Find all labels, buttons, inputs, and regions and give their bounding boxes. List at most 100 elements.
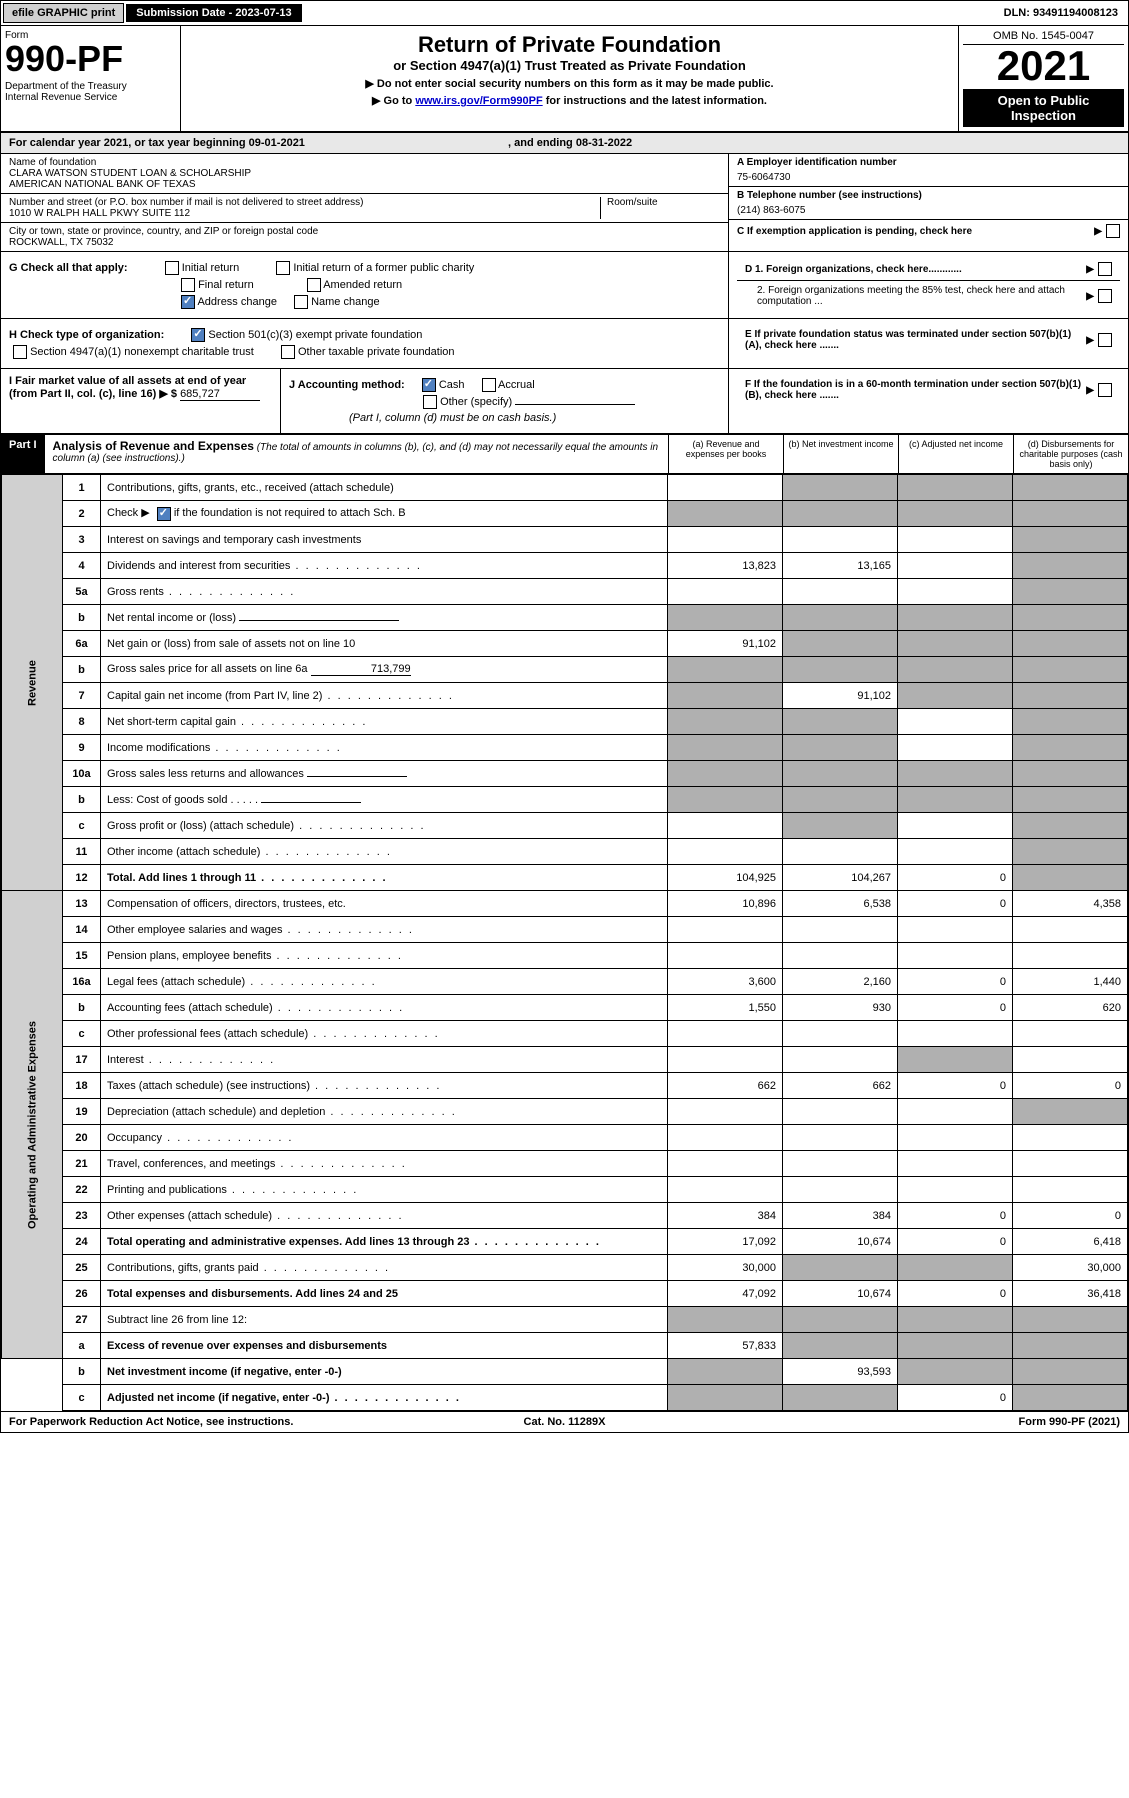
checkbox-e[interactable] <box>1098 333 1112 347</box>
instr2-post: for instructions and the latest informat… <box>543 95 767 107</box>
checkbox-d2[interactable] <box>1098 289 1112 303</box>
val-26d: 36,418 <box>1013 1281 1128 1307</box>
val-1d <box>1013 475 1128 501</box>
val-27aa: 57,833 <box>668 1333 783 1359</box>
checkbox-initial[interactable] <box>165 261 179 275</box>
table-row: 22Printing and publications <box>2 1177 1128 1203</box>
val <box>1013 527 1128 553</box>
val <box>668 527 783 553</box>
checkbox-initial-former[interactable] <box>276 261 290 275</box>
room-label: Room/suite <box>600 197 720 219</box>
checkbox-c[interactable] <box>1106 224 1120 238</box>
val-1b <box>783 475 898 501</box>
checkbox-f[interactable] <box>1098 383 1112 397</box>
table-row: aExcess of revenue over expenses and dis… <box>2 1333 1128 1359</box>
val-12c: 0 <box>898 865 1013 891</box>
val <box>783 839 898 865</box>
val-24a: 17,092 <box>668 1229 783 1255</box>
line-num: 4 <box>63 553 101 579</box>
line-num: 6a <box>63 631 101 657</box>
line-num: 11 <box>63 839 101 865</box>
open-public: Open to Public Inspection <box>963 89 1124 127</box>
line-num: b <box>63 995 101 1021</box>
checkbox-other-method[interactable] <box>423 395 437 409</box>
val-16bd: 620 <box>1013 995 1128 1021</box>
table-row: 19Depreciation (attach schedule) and dep… <box>2 1099 1128 1125</box>
val <box>783 1047 898 1073</box>
val <box>1013 787 1128 813</box>
checkbox-final[interactable] <box>181 278 195 292</box>
instr-1: ▶ Do not enter social security numbers o… <box>187 77 952 90</box>
e-label: E If private foundation status was termi… <box>745 329 1086 351</box>
efile-print-button[interactable]: efile GRAPHIC print <box>3 3 124 23</box>
checkbox-schb[interactable] <box>157 507 171 521</box>
l6b-pre: Gross sales price for all assets on line… <box>107 663 308 675</box>
year-pre: For calendar year 2021, or tax year begi… <box>9 137 249 149</box>
header-center: Return of Private Foundation or Section … <box>181 26 958 131</box>
checkbox-501c3[interactable] <box>191 328 205 342</box>
val <box>668 683 783 709</box>
val-26a: 47,092 <box>668 1281 783 1307</box>
checkbox-address-change[interactable] <box>181 295 195 309</box>
val <box>783 1177 898 1203</box>
line-22: Printing and publications <box>101 1177 668 1203</box>
checkbox-d1[interactable] <box>1098 262 1112 276</box>
line-25: Contributions, gifts, grants paid <box>101 1255 668 1281</box>
val <box>668 1047 783 1073</box>
val-13a: 10,896 <box>668 891 783 917</box>
val-24c: 0 <box>898 1229 1013 1255</box>
val <box>1013 839 1128 865</box>
form-link[interactable]: www.irs.gov/Form990PF <box>415 95 542 107</box>
check-section-ij: I Fair market value of all assets at end… <box>1 369 1128 433</box>
line-num: 23 <box>63 1203 101 1229</box>
j-center: J Accounting method: Cash Accrual Other … <box>281 369 728 433</box>
val <box>898 1125 1013 1151</box>
name-label: Name of foundation <box>9 157 720 168</box>
checkbox-cash[interactable] <box>422 378 436 392</box>
val <box>668 761 783 787</box>
col-a-head: (a) Revenue and expenses per books <box>668 435 783 473</box>
table-row: 12Total. Add lines 1 through 11104,92510… <box>2 865 1128 891</box>
checkbox-name-change[interactable] <box>294 295 308 309</box>
checkbox-other-taxable[interactable] <box>281 345 295 359</box>
table-row: bLess: Cost of goods sold . . . . . <box>2 787 1128 813</box>
addr-label: Number and street (or P.O. box number if… <box>9 197 600 208</box>
val <box>1013 1177 1128 1203</box>
line-num: 17 <box>63 1047 101 1073</box>
checkbox-accrual[interactable] <box>482 378 496 392</box>
table-row: 17Interest <box>2 1047 1128 1073</box>
line-19: Depreciation (attach schedule) and deple… <box>101 1099 668 1125</box>
val <box>668 1099 783 1125</box>
val-13c: 0 <box>898 891 1013 917</box>
val <box>1013 813 1128 839</box>
val <box>1013 1021 1128 1047</box>
foundation-name: CLARA WATSON STUDENT LOAN & SCHOLARSHIP … <box>9 168 720 190</box>
val <box>1013 1125 1128 1151</box>
line-4: Dividends and interest from securities <box>101 553 668 579</box>
calendar-year-line: For calendar year 2021, or tax year begi… <box>1 133 1128 154</box>
line-16b: Accounting fees (attach schedule) <box>101 995 668 1021</box>
table-row: Operating and Administrative Expenses 13… <box>2 891 1128 917</box>
line-num: 24 <box>63 1229 101 1255</box>
val-18d: 0 <box>1013 1073 1128 1099</box>
line-num: 2 <box>63 501 101 527</box>
part1-label: Part I <box>1 435 45 473</box>
line-9: Income modifications <box>101 735 668 761</box>
l10b-blank <box>261 802 361 803</box>
val <box>898 761 1013 787</box>
tax-year: 2021 <box>963 45 1124 87</box>
checkbox-amended[interactable] <box>307 278 321 292</box>
checkbox-4947[interactable] <box>13 345 27 359</box>
line-27a: Excess of revenue over expenses and disb… <box>101 1333 668 1359</box>
table-row: 3Interest on savings and temporary cash … <box>2 527 1128 553</box>
other-specify <box>515 404 635 405</box>
line-16c: Other professional fees (attach schedule… <box>101 1021 668 1047</box>
val <box>898 1359 1013 1385</box>
g-opt-0: Initial return <box>182 262 239 274</box>
col-c-head: (c) Adjusted net income <box>898 435 1013 473</box>
g-opt-3: Amended return <box>323 279 402 291</box>
line-num: 13 <box>63 891 101 917</box>
g-label: G Check all that apply: <box>9 262 128 274</box>
val <box>783 761 898 787</box>
line-13: Compensation of officers, directors, tru… <box>101 891 668 917</box>
